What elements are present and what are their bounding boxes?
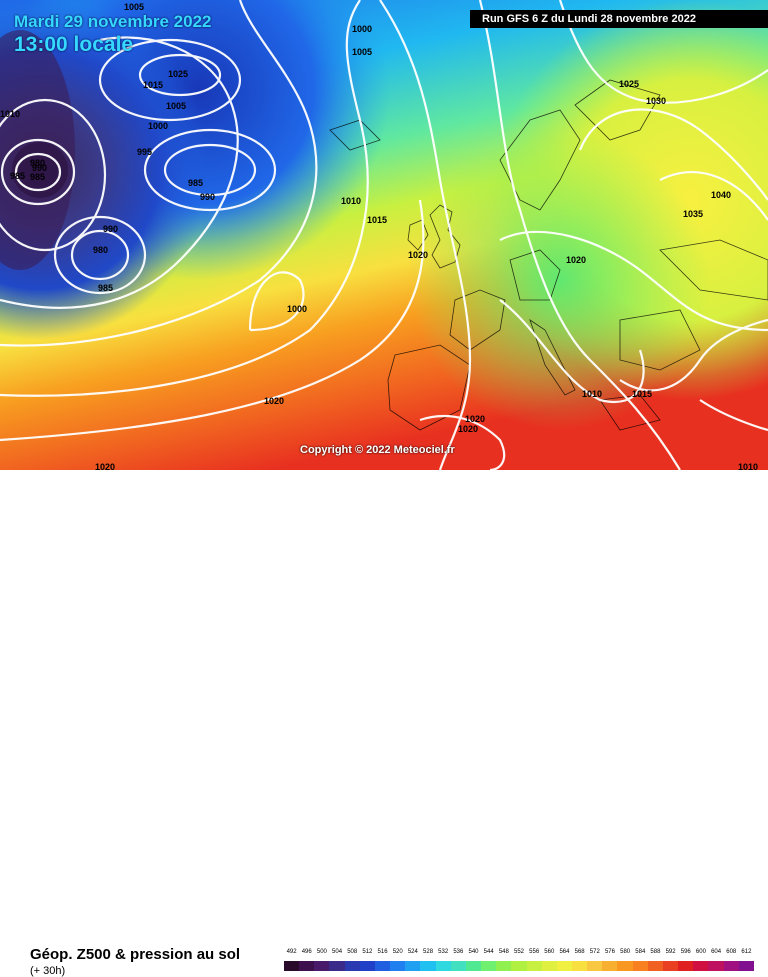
legend-swatch	[647, 961, 663, 971]
isobar-label: 1015	[143, 80, 163, 90]
isobar-label: 1010	[0, 109, 20, 119]
legend-label: 612	[741, 949, 752, 955]
legend-swatch	[496, 961, 512, 971]
isobar-label: 1010	[582, 389, 602, 399]
legend-swatch	[708, 961, 724, 971]
legend-swatch	[359, 961, 375, 971]
isobar-label: 1000	[352, 24, 372, 34]
legend-swatch	[420, 961, 436, 971]
isobar-label: 1005	[166, 101, 186, 111]
legend-swatch	[571, 961, 588, 971]
legend-swatch	[299, 961, 315, 971]
legend-swatch	[632, 961, 648, 971]
isobar-label: 1040	[711, 190, 731, 200]
isobar-label: 1030	[646, 96, 666, 106]
legend-bar	[284, 961, 754, 971]
isobar-label: 990	[103, 224, 118, 234]
legend-swatch	[314, 961, 330, 971]
legend-swatch	[390, 961, 406, 971]
isobar-label: 995	[137, 147, 152, 157]
coastlines	[329, 79, 768, 431]
legend-labels: 492 496 500 504 508 512 516 520 524 528 532 536 540 5…	[284, 949, 754, 958]
copyright: Copyright © 2022 Meteociel.fr	[300, 444, 455, 456]
isobar-label: 1020	[95, 462, 115, 470]
legend-swatch	[481, 961, 497, 971]
legend-swatch	[284, 961, 300, 971]
isobar-label: 1020	[566, 255, 586, 265]
isobar-label: 1015	[367, 215, 387, 225]
isobar-label: 1025	[168, 69, 188, 79]
color-legend: 492 496 500 504 508 512 516 520 524 528 532 536 540 5…	[284, 949, 754, 971]
legend-swatch	[662, 961, 679, 971]
isobar-label: 1025	[619, 79, 639, 89]
legend-swatch	[678, 961, 694, 971]
legend-swatch	[587, 961, 603, 971]
run-info: Run GFS 6 Z du Lundi 28 novembre 2022	[470, 10, 768, 28]
isobar-label: 1000	[148, 121, 168, 131]
legend-swatch	[344, 961, 360, 971]
isobar-label: 985	[30, 172, 45, 182]
legend-swatch	[511, 961, 527, 971]
legend-swatch	[693, 961, 709, 971]
isobar-label: 1010	[341, 196, 361, 206]
forecast-local-time: 13:00 locale	[14, 33, 134, 56]
isobar-label: 1015	[632, 389, 652, 399]
legend-swatch	[723, 961, 739, 971]
isobar-label: 990	[200, 192, 215, 202]
legend-swatch	[450, 961, 466, 971]
isobar-label: 980	[93, 245, 108, 255]
isobar-label: 980	[30, 158, 45, 168]
isobar-label: 1005	[352, 47, 372, 57]
isobar-label: 985	[10, 171, 25, 181]
weather-map: 1005 1000 1005 1025 1015 1005 1000 995 9…	[0, 0, 768, 470]
isobar-label: 1005	[124, 2, 144, 12]
legend-swatch	[541, 961, 557, 971]
isobar-labels: 1005 1000 1005 1025 1015 1005 1000 995 9…	[0, 2, 758, 470]
legend-swatch	[435, 961, 451, 971]
legend-swatch	[526, 961, 542, 971]
isobar-label: 1020	[264, 396, 284, 406]
map-canvas: 1005 1000 1005 1025 1015 1005 1000 995 9…	[0, 0, 768, 470]
legend-swatch	[617, 961, 633, 971]
isobar-label: 985	[188, 178, 203, 188]
isobar-label: 1000	[287, 304, 307, 314]
footer: Géop. Z500 & pression au sol (+ 30h) 492…	[0, 470, 768, 977]
isobar-label: 1020	[458, 424, 478, 434]
isobar-label: 1010	[738, 462, 758, 470]
forecast-date: Mardi 29 novembre 2022	[14, 12, 212, 31]
legend-swatch	[465, 961, 482, 971]
legend-swatch	[556, 961, 572, 971]
legend-swatch	[405, 961, 421, 971]
isobar-label: 985	[98, 283, 113, 293]
isobar-label: 1020	[408, 250, 428, 260]
lead-time: (+ 30h)	[30, 965, 66, 977]
isobar-label: 990	[32, 163, 47, 173]
legend-swatch	[374, 961, 391, 971]
isobars	[0, 0, 768, 470]
isobar-label: 1035	[683, 209, 703, 219]
legend-swatch	[602, 961, 618, 971]
legend-swatch	[738, 961, 754, 971]
legend-swatch	[329, 961, 345, 971]
product-title: Géop. Z500 & pression au sol	[30, 946, 241, 963]
isobar-label: 1020	[465, 414, 485, 424]
